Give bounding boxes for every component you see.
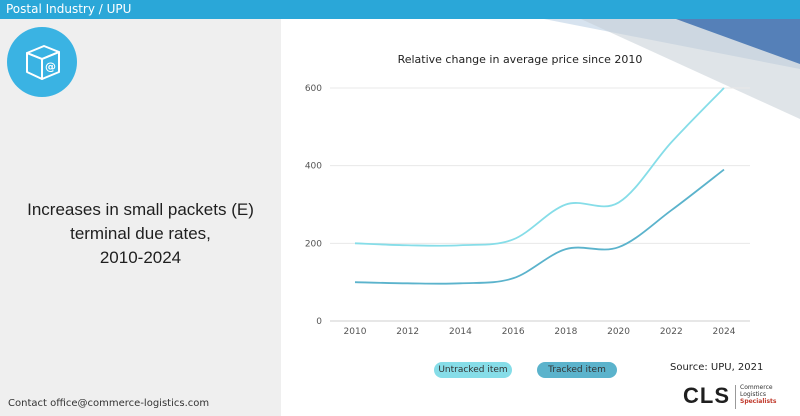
x-tick-label: 2012: [396, 327, 419, 337]
cls-brand-name: CLS: [683, 383, 730, 408]
heading-line-1: Increases in small packets (E): [27, 200, 254, 219]
legend-untracked-label: Untracked item: [438, 365, 508, 375]
series-tracked-line: [354, 168, 725, 285]
tagline-line-2: Logistics: [740, 391, 766, 398]
x-tick-label: 2022: [660, 327, 683, 337]
legend-untracked-item[interactable]: Untracked item: [434, 362, 512, 378]
heading-line-2: terminal due rates,: [70, 224, 211, 243]
corner-decoration: [544, 19, 800, 119]
chart-panel: [281, 19, 800, 416]
y-tick-label: 200: [305, 239, 322, 249]
svg-text:@: @: [45, 60, 56, 73]
tagline-line-3: Specialists: [740, 398, 777, 405]
contact-text[interactable]: Contact office@commerce-logistics.com: [8, 398, 210, 409]
header-title: Postal Industry / UPU: [6, 2, 132, 16]
x-tick-label: 2018: [554, 327, 577, 337]
heading-line-3: 2010-2024: [99, 248, 182, 267]
x-tick-label: 2016: [502, 327, 525, 337]
y-tick-label: 400: [305, 162, 322, 172]
series-untracked-line: [354, 87, 725, 247]
package-at-icon: @: [7, 27, 77, 97]
cls-logo: CLS Commerce Logistics Specialists: [683, 383, 793, 413]
logo-divider: [735, 385, 736, 409]
x-tick-label: 2010: [344, 327, 367, 337]
x-tick-label: 2014: [449, 327, 472, 337]
source-note: Source: UPU, 2021: [670, 362, 764, 373]
y-tick-label: 0: [316, 317, 322, 327]
slide-heading: Increases in small packets (E) terminal …: [0, 198, 281, 270]
header-bar: Postal Industry / UPU: [0, 0, 800, 19]
y-tick-label: 600: [305, 84, 322, 94]
tagline-line-1: Commerce: [740, 384, 773, 391]
cls-tagline: Commerce Logistics Specialists: [740, 384, 776, 405]
x-tick-label: 2024: [713, 327, 736, 337]
legend-tracked-item[interactable]: Tracked item: [537, 362, 617, 378]
legend-tracked-label: Tracked item: [548, 365, 606, 375]
chart-title: Relative change in average price since 2…: [398, 53, 643, 66]
x-tick-label: 2020: [607, 327, 630, 337]
